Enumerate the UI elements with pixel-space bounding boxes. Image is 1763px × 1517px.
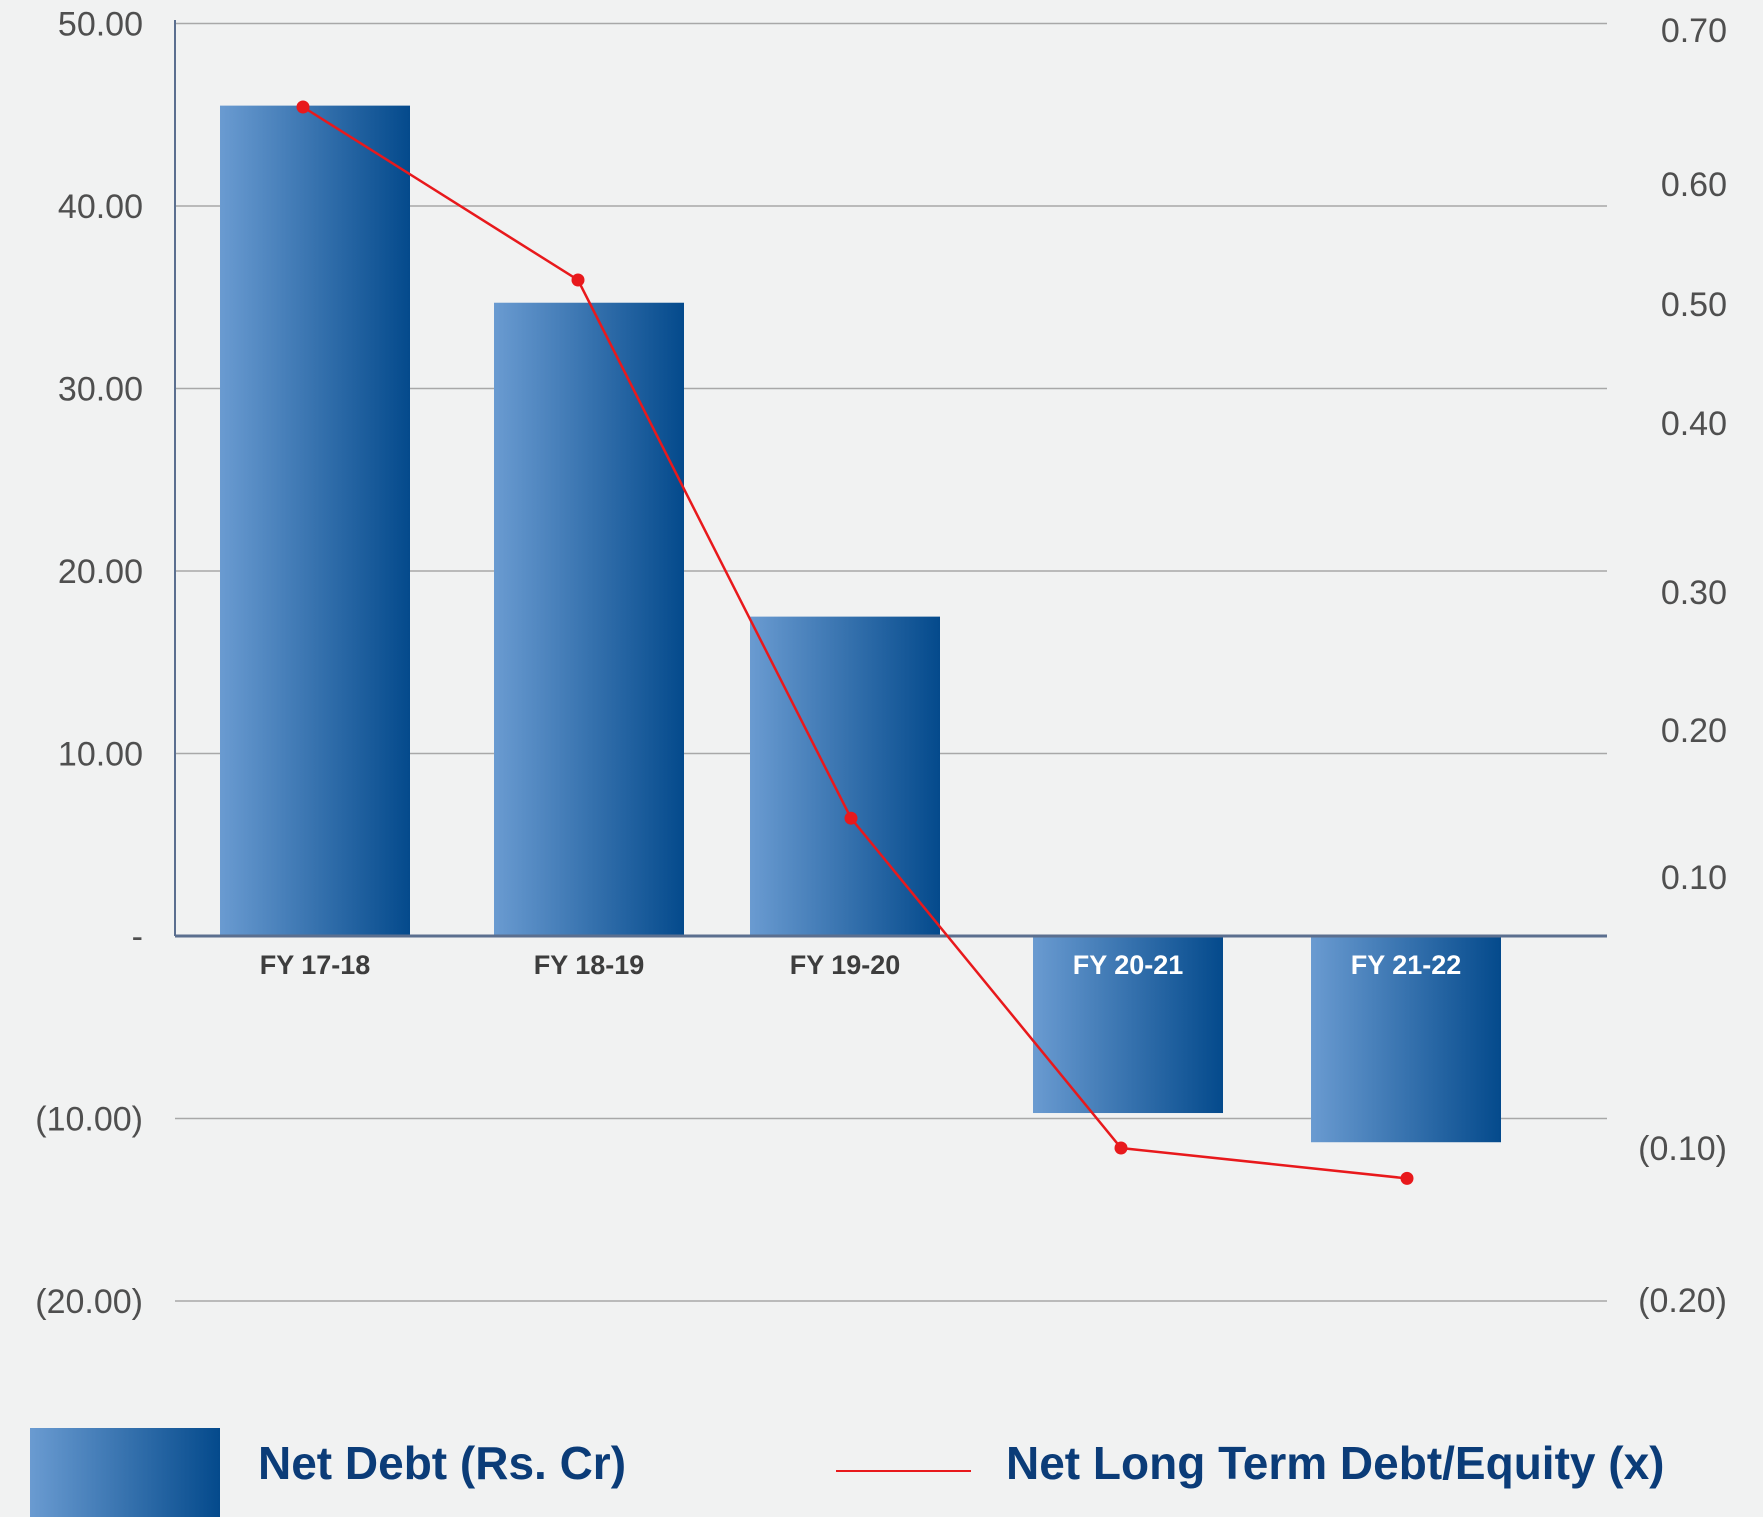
bar [1033, 936, 1223, 1114]
legend-line-swatch [836, 1470, 971, 1472]
y-left-tick-label: 40.00 [58, 188, 143, 226]
y-right-tick-label: (0.20) [1638, 1282, 1727, 1320]
legend-line-label: Net Long Term Debt/Equity (x) [1006, 1437, 1665, 1489]
x-category-label: FY 21-22 [1351, 950, 1462, 980]
y-right-tick-label: 0.20 [1661, 712, 1727, 750]
bar [1311, 936, 1501, 1143]
y-right-tick-label: 0.10 [1661, 859, 1727, 897]
y-left-tick-label: 30.00 [58, 371, 143, 409]
bar [220, 105, 410, 936]
bar [494, 302, 684, 937]
y-left-tick-label: (20.00) [35, 1283, 143, 1321]
legend-bar-label: Net Debt (Rs. Cr) [258, 1437, 627, 1489]
y-right-tick-label: 0.60 [1661, 166, 1727, 204]
y-right-tick-label: 0.70 [1661, 12, 1727, 50]
y-left-tick-label: (10.00) [35, 1101, 143, 1139]
y-right-tick-label: 0.40 [1661, 405, 1727, 443]
line-point [571, 273, 585, 287]
y-right-tick-label: 0.30 [1661, 574, 1727, 612]
y-right-tick-label: 0.50 [1661, 286, 1727, 324]
x-category-label: FY 20-21 [1073, 950, 1184, 980]
legend: Net Debt (Rs. Cr) Net Long Term Debt/Equ… [0, 1426, 1763, 1517]
chart: FY 17-18 FY 18-19 FY 19-20 FY 20-21 FY 21-22… [35, 6, 1727, 1322]
bar [750, 616, 940, 936]
line-point [1114, 1141, 1128, 1155]
line-point [1400, 1171, 1414, 1185]
legend-bar-swatch [30, 1428, 220, 1517]
line-point [844, 811, 858, 825]
y-left-tick-label: 20.00 [58, 553, 143, 591]
x-category-label: FY 18-19 [534, 950, 645, 980]
y-left-tick-label: 50.00 [58, 6, 143, 44]
x-category-label: FY 19-20 [790, 950, 901, 980]
line-point [296, 100, 310, 114]
y-left-tick-label: - [132, 918, 143, 956]
y-right-tick-label: (0.10) [1638, 1130, 1727, 1168]
x-category-label: FY 17-18 [260, 950, 371, 980]
y-left-tick-label: 10.00 [58, 736, 143, 774]
